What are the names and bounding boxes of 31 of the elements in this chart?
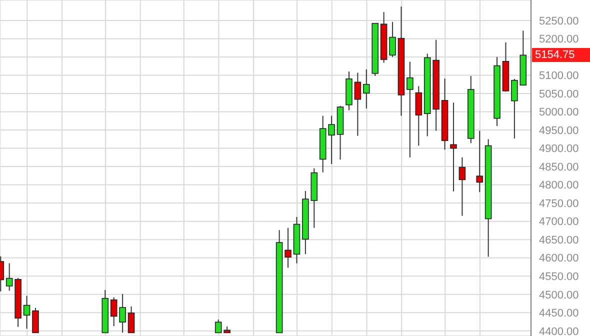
y-tick-label: 5000.00 [539, 106, 579, 119]
y-tick-label: 4500.00 [539, 289, 579, 302]
y-tick-label: 4450.00 [539, 308, 579, 320]
candlestick [476, 130, 484, 193]
y-tick-label: 4600.00 [539, 252, 579, 265]
candlestick [458, 156, 466, 216]
y-tick-label: 4800.00 [539, 180, 579, 192]
y-tick-label: 4900.00 [539, 143, 579, 156]
y-tick-label: 4700.00 [539, 216, 579, 228]
y-tick-label: 4750.00 [539, 198, 579, 210]
candlestick [450, 102, 457, 192]
candlestick [389, 21, 396, 58]
y-tick-label: 4550.00 [539, 271, 579, 284]
candlestick [363, 68, 370, 109]
candlestick [415, 86, 422, 146]
y-tick-label: 5250.00 [539, 15, 579, 28]
candlestick [128, 306, 135, 334]
candlestick [32, 307, 39, 334]
candlestick [23, 295, 30, 330]
y-tick-label: 5050.00 [539, 88, 579, 100]
y-tick-label: 4650.00 [539, 234, 579, 246]
y-tick-label: 5100.00 [539, 70, 579, 82]
y-tick-label: 4850.00 [539, 161, 579, 174]
y-tick-label: 5200.00 [539, 34, 579, 46]
y-tick-label: 4950.00 [539, 124, 579, 137]
candlestick [354, 72, 362, 136]
candlestick [511, 78, 518, 139]
text: 5154.75 [532, 48, 590, 62]
candlestick [406, 61, 414, 158]
y-tick-label: 4400.00 [539, 326, 579, 336]
candlestick [284, 227, 292, 268]
